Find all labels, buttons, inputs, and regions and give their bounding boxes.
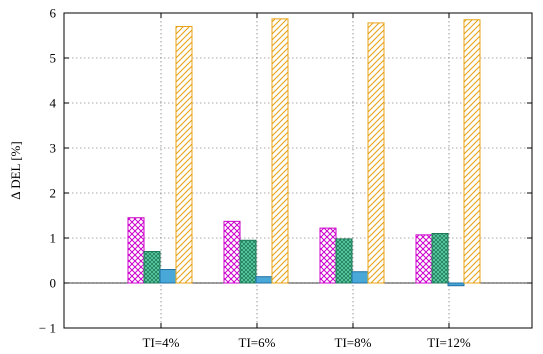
bar-series-3	[351, 271, 369, 284]
bars	[127, 18, 481, 287]
y-tick-label: 0	[50, 276, 57, 291]
x-tick-label: TI=8%	[335, 335, 372, 350]
bar-series-4	[463, 19, 481, 284]
bar-series-1	[319, 227, 337, 284]
bar-series-3	[447, 282, 465, 287]
bar-series-3	[255, 276, 273, 284]
bar-series-2	[143, 251, 161, 284]
y-tick-label: − 1	[39, 321, 56, 336]
y-tick-label: 6	[50, 6, 57, 21]
bar-series-2	[431, 233, 449, 284]
axes	[63, 12, 533, 329]
plot-frame	[63, 12, 533, 329]
y-axis-label: Δ DEL [%]	[8, 141, 23, 199]
bar-series-2	[335, 238, 353, 284]
y-tick-label: 2	[50, 186, 57, 201]
y-tick-label: 1	[50, 231, 57, 246]
bar-series-1	[127, 217, 145, 284]
y-tick-label: 5	[50, 51, 57, 66]
y-tick-label: 4	[50, 96, 57, 111]
x-tick-label: TI=12%	[427, 335, 471, 350]
y-tick-label: 3	[50, 141, 57, 156]
bar-series-2	[239, 239, 257, 284]
bar-series-4	[175, 26, 193, 284]
bar-series-3	[159, 269, 177, 284]
bar-series-1	[223, 220, 241, 284]
bar-series-4	[271, 18, 289, 284]
x-tick-label: TI=4%	[143, 335, 180, 350]
tick-labels: − 1 0 1 2 3 4 5 6 TI=4% TI=6% TI=8% TI=12%	[39, 6, 471, 351]
x-tick-label: TI=6%	[239, 335, 276, 350]
bar-series-4	[367, 22, 385, 284]
bar-series-1	[415, 234, 433, 284]
